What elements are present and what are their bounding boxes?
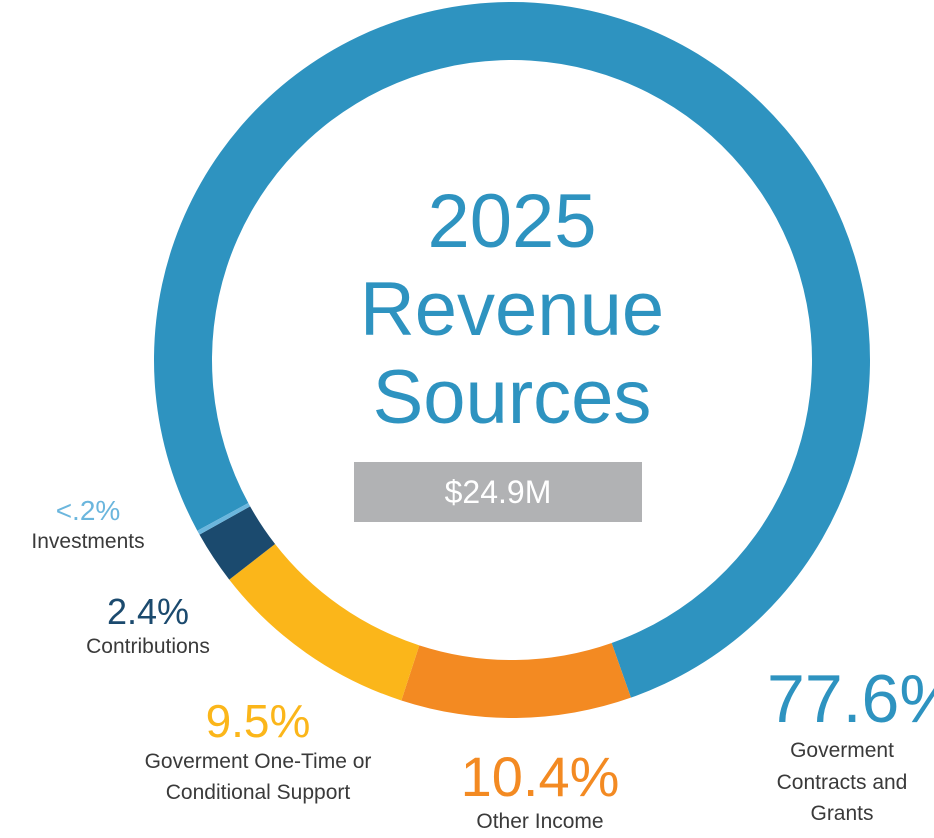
value-label: 77.6% (767, 661, 934, 737)
value-label: 2.4% (106, 591, 190, 632)
value-label: 9.5% (205, 695, 311, 747)
donut-segment (199, 506, 276, 580)
category-label: Contributions (86, 634, 210, 658)
donut-segment (401, 642, 631, 718)
chart-title: 2025 Revenue Sources (359, 179, 665, 440)
value-label: <.2% (55, 495, 121, 526)
donut-segment (197, 503, 251, 535)
category-label: Investments (31, 530, 145, 554)
value-label: 10.4% (460, 745, 620, 808)
category-label: Other Income (476, 810, 604, 834)
category-label: Goverment Contracts and Grants (776, 739, 908, 826)
category-label: Goverment One-Time or Conditional Suppor… (144, 749, 372, 805)
donut-segment (229, 544, 420, 701)
total-label: $24.9M (354, 462, 642, 522)
